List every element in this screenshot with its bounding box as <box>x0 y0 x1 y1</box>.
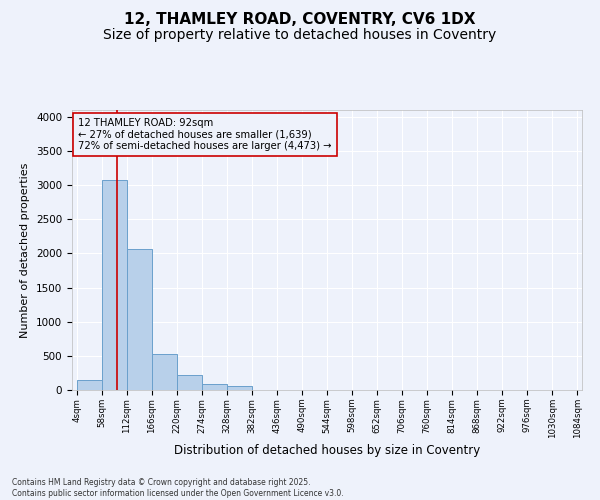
Bar <box>127 250 152 390</box>
Text: 12, THAMLEY ROAD, COVENTRY, CV6 1DX: 12, THAMLEY ROAD, COVENTRY, CV6 1DX <box>124 12 476 28</box>
Text: Size of property relative to detached houses in Coventry: Size of property relative to detached ho… <box>103 28 497 42</box>
Bar <box>202 384 227 390</box>
Bar <box>152 354 177 390</box>
Text: 12 THAMLEY ROAD: 92sqm
← 27% of detached houses are smaller (1,639)
72% of semi-: 12 THAMLEY ROAD: 92sqm ← 27% of detached… <box>78 118 332 152</box>
Y-axis label: Number of detached properties: Number of detached properties <box>20 162 31 338</box>
Text: Contains HM Land Registry data © Crown copyright and database right 2025.
Contai: Contains HM Land Registry data © Crown c… <box>12 478 344 498</box>
X-axis label: Distribution of detached houses by size in Coventry: Distribution of detached houses by size … <box>174 444 480 456</box>
Bar <box>227 386 252 390</box>
Bar <box>101 180 127 390</box>
Bar <box>77 380 101 390</box>
Bar <box>177 375 202 390</box>
